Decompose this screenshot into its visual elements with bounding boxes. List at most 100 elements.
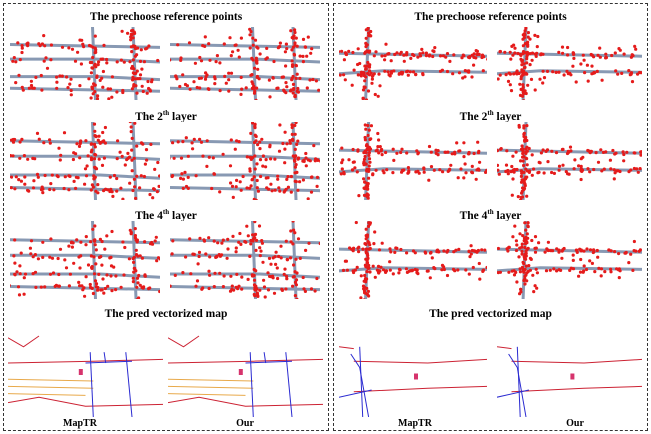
reference-point [131, 71, 135, 75]
panel-canvas [170, 221, 320, 299]
panel-canvas [339, 221, 487, 299]
reference-point [77, 144, 82, 148]
reference-point [199, 140, 204, 144]
reference-point [366, 89, 371, 93]
reference-point [364, 237, 368, 241]
reference-point [84, 235, 88, 239]
reference-point [608, 158, 612, 162]
reference-point [181, 177, 185, 181]
reference-point [520, 242, 524, 246]
reference-point [367, 263, 371, 268]
reference-point [625, 150, 629, 154]
ped-crossing [285, 352, 293, 417]
reference-point [366, 240, 370, 244]
reference-point [238, 180, 242, 184]
reference-point [440, 263, 445, 267]
reference-point [339, 172, 343, 176]
reference-point [67, 174, 71, 178]
reference-point [622, 152, 626, 157]
reference-point [518, 82, 522, 86]
reference-point [526, 40, 530, 44]
reference-point [538, 77, 542, 81]
reference-point [91, 66, 95, 70]
reference-point [285, 47, 289, 51]
reference-point [118, 150, 122, 154]
reference-point [132, 156, 136, 160]
reference-point [304, 164, 308, 168]
reference-point [289, 29, 293, 33]
reference-point [293, 93, 297, 98]
reference-point [294, 278, 299, 282]
reference-point [78, 156, 82, 160]
reference-point [592, 248, 596, 252]
reference-point [91, 92, 95, 96]
reference-point [433, 267, 437, 271]
reference-point [522, 187, 526, 191]
reference-point [450, 152, 454, 156]
reference-point [34, 75, 38, 79]
reference-point [103, 125, 107, 130]
reference-point [254, 98, 258, 100]
reference-point [215, 54, 219, 58]
reference-point [69, 77, 73, 81]
reference-point [34, 285, 38, 289]
reference-point [234, 285, 238, 289]
reference-point [131, 58, 135, 62]
reference-point [364, 98, 369, 100]
reference-point [522, 99, 526, 100]
reference-point [551, 249, 555, 253]
reference-point [97, 255, 102, 259]
reference-point [260, 241, 264, 245]
reference-point [240, 87, 244, 91]
reference-point [632, 239, 636, 244]
reference-point [504, 73, 508, 77]
reference-point [364, 41, 368, 45]
reference-point [459, 167, 463, 171]
reference-point [522, 124, 526, 128]
reference-point [223, 74, 227, 78]
reference-point [574, 80, 578, 84]
reference-point [271, 256, 275, 260]
reference-point [53, 284, 57, 288]
reference-point [260, 137, 264, 141]
reference-point [13, 273, 17, 277]
reference-point [440, 68, 444, 72]
reference-point [448, 59, 452, 64]
reference-point [94, 285, 98, 289]
reference-point [224, 81, 228, 85]
reference-point [149, 142, 153, 146]
reference-point [554, 70, 558, 74]
reference-point [633, 44, 637, 48]
reference-point [628, 73, 632, 77]
reference-point [59, 153, 63, 157]
reference-point [599, 148, 603, 152]
reference-point [114, 288, 118, 292]
reference-point [581, 155, 585, 159]
reference-point [67, 46, 71, 50]
reference-point [248, 46, 252, 50]
ped-crossing [359, 346, 364, 417]
reference-point [530, 51, 535, 55]
right-prechoose-maptr-panel [339, 27, 487, 100]
reference-point [612, 177, 616, 181]
reference-point [283, 267, 287, 271]
reference-point [109, 274, 113, 278]
reference-point [351, 50, 355, 55]
reference-point [121, 240, 125, 244]
reference-point [542, 76, 547, 80]
reference-point [31, 186, 36, 190]
reference-point [604, 52, 608, 56]
reference-point [99, 57, 103, 61]
reference-point [363, 273, 367, 278]
reference-point [94, 262, 98, 266]
reference-point [562, 73, 566, 77]
reference-point [456, 176, 460, 180]
reference-point [381, 169, 385, 173]
reference-point [21, 88, 25, 92]
reference-point [534, 246, 538, 250]
reference-point [612, 168, 616, 172]
reference-point [579, 62, 583, 66]
reference-point [98, 78, 102, 82]
reference-point [179, 176, 183, 180]
reference-point [281, 141, 285, 146]
